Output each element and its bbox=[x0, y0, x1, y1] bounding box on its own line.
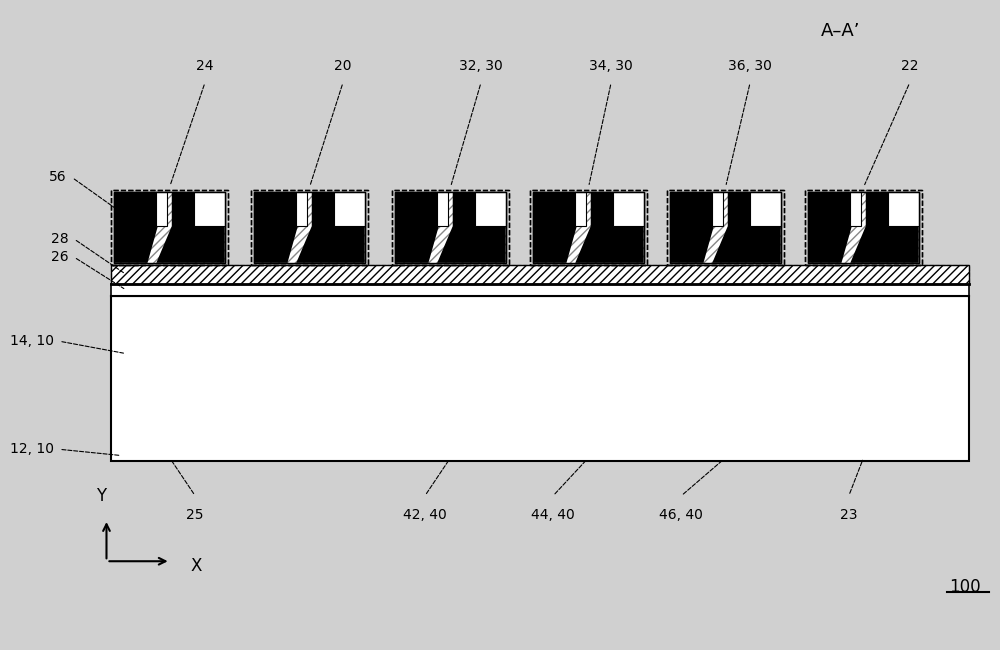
Polygon shape bbox=[888, 192, 919, 226]
Bar bbox=[254, 192, 365, 263]
Bar bbox=[395, 192, 506, 263]
Text: 44, 40: 44, 40 bbox=[531, 508, 575, 521]
Text: 34, 30: 34, 30 bbox=[589, 58, 633, 73]
Bar bbox=[533, 192, 644, 263]
Bar bbox=[254, 192, 365, 263]
Bar bbox=[111, 190, 228, 265]
Bar bbox=[667, 190, 784, 265]
Polygon shape bbox=[808, 192, 861, 263]
Polygon shape bbox=[156, 192, 167, 226]
Polygon shape bbox=[296, 192, 365, 263]
Bar bbox=[530, 190, 647, 265]
Text: 22: 22 bbox=[901, 58, 919, 73]
Text: X: X bbox=[190, 558, 202, 575]
Polygon shape bbox=[194, 192, 225, 226]
Bar bbox=[533, 192, 644, 263]
Bar bbox=[111, 190, 228, 265]
Polygon shape bbox=[437, 192, 506, 263]
Bar bbox=[533, 192, 644, 263]
Polygon shape bbox=[254, 192, 307, 263]
Text: A–A’: A–A’ bbox=[821, 21, 861, 40]
Polygon shape bbox=[750, 192, 781, 226]
Text: 26: 26 bbox=[51, 250, 69, 264]
Polygon shape bbox=[850, 192, 919, 263]
Text: 12, 10: 12, 10 bbox=[10, 442, 54, 456]
Text: 20: 20 bbox=[334, 58, 352, 73]
Polygon shape bbox=[712, 192, 781, 263]
Text: 28: 28 bbox=[51, 232, 69, 246]
Bar bbox=[392, 190, 509, 265]
Text: 14, 10: 14, 10 bbox=[10, 334, 54, 348]
Bar bbox=[670, 192, 781, 263]
Polygon shape bbox=[334, 192, 365, 226]
Bar bbox=[808, 192, 919, 263]
Bar bbox=[667, 190, 784, 265]
Bar bbox=[114, 192, 225, 263]
Bar bbox=[808, 192, 919, 263]
Bar bbox=[111, 265, 969, 284]
Polygon shape bbox=[156, 192, 225, 263]
Text: Y: Y bbox=[96, 487, 107, 505]
Bar bbox=[530, 190, 647, 265]
Text: 46, 40: 46, 40 bbox=[659, 508, 703, 521]
Bar bbox=[805, 190, 922, 265]
Text: 25: 25 bbox=[186, 508, 204, 521]
Text: 42, 40: 42, 40 bbox=[403, 508, 447, 521]
Text: 24: 24 bbox=[196, 58, 214, 73]
Polygon shape bbox=[395, 192, 448, 263]
Bar bbox=[114, 192, 225, 263]
Text: 32, 30: 32, 30 bbox=[459, 58, 503, 73]
Polygon shape bbox=[296, 192, 307, 226]
Polygon shape bbox=[475, 192, 506, 226]
Text: 100: 100 bbox=[949, 578, 981, 596]
Bar bbox=[114, 192, 225, 263]
Polygon shape bbox=[533, 192, 586, 263]
Polygon shape bbox=[670, 192, 723, 263]
Bar bbox=[670, 192, 781, 263]
Bar bbox=[254, 192, 365, 263]
Bar bbox=[111, 284, 969, 296]
Bar bbox=[392, 190, 509, 265]
Bar bbox=[395, 192, 506, 263]
Bar bbox=[111, 265, 969, 284]
Text: 56: 56 bbox=[49, 170, 67, 185]
Bar bbox=[395, 192, 506, 263]
Text: 23: 23 bbox=[840, 508, 858, 521]
Polygon shape bbox=[613, 192, 644, 226]
Polygon shape bbox=[437, 192, 448, 226]
Bar bbox=[251, 190, 368, 265]
Polygon shape bbox=[575, 192, 586, 226]
Polygon shape bbox=[575, 192, 644, 263]
Bar bbox=[805, 190, 922, 265]
Polygon shape bbox=[114, 192, 167, 263]
Bar bbox=[808, 192, 919, 263]
Bar bbox=[670, 192, 781, 263]
Text: 36, 30: 36, 30 bbox=[728, 58, 772, 73]
Polygon shape bbox=[850, 192, 861, 226]
Bar bbox=[251, 190, 368, 265]
Polygon shape bbox=[712, 192, 723, 226]
Bar bbox=[111, 296, 969, 461]
